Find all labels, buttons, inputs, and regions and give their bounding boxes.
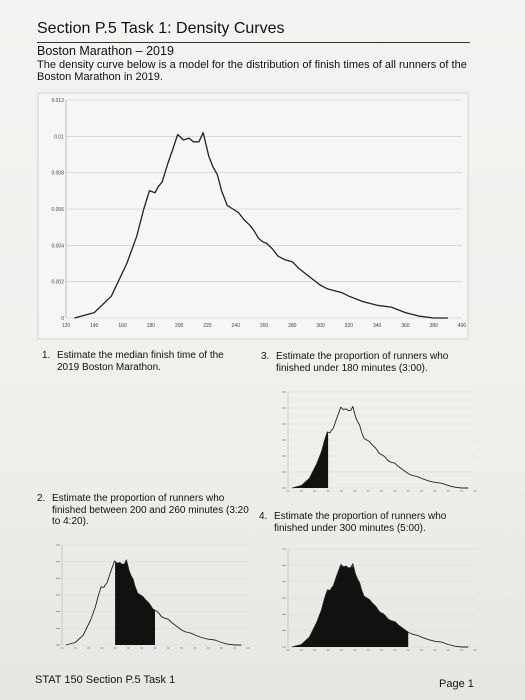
question-number: 2. (37, 493, 46, 504)
y-tick-label: 0.004 (51, 243, 64, 249)
x-tick-label: 180 (147, 323, 156, 329)
footer-course: STAT 150 Section P.5 Task 1 (35, 674, 176, 686)
page-title: Section P.5 Task 1: Density Curves (37, 20, 285, 37)
x-tick-label: 140 (90, 323, 99, 329)
question-text: Estimate the proportion of runners who f… (52, 493, 249, 527)
density-curve-line (65, 559, 242, 646)
y-tick-label: 0.002 (51, 280, 64, 286)
question-4: 4. Estimate the proportion of runners wh… (259, 511, 474, 534)
density-curve-line (74, 132, 448, 319)
y-tick-label: 0.012 (51, 98, 64, 104)
question-text: Estimate the median finish time of the 2… (57, 350, 224, 373)
x-tick-label: 300 (316, 323, 325, 329)
y-tick-label: 0.01 (54, 134, 64, 140)
question-1: 1. Estimate the median finish time of th… (42, 350, 247, 373)
question-number: 3. (261, 351, 270, 362)
x-tick-label: 120 (62, 323, 71, 329)
footer-page-number: Page 1 (439, 678, 474, 690)
question-2: 2. Estimate the proportion of runners wh… (37, 493, 257, 528)
x-tick-label: 320 (345, 323, 354, 329)
question-text: Estimate the proportion of runners who f… (274, 511, 447, 534)
question-number: 1. (42, 350, 51, 361)
question-number: 4. (259, 511, 268, 522)
x-tick-label: 220 (203, 323, 212, 329)
density-curve-chart: 0 0.002 0.004 0.006 0.008 0.01 0.012 120 140 160 1… (37, 92, 469, 340)
y-tick-label: 0.008 (51, 171, 64, 177)
x-tick-label: 340 (373, 323, 382, 329)
x-tick-label: 260 (260, 323, 269, 329)
intro-text: The density curve below is a model for t… (37, 59, 467, 83)
x-tick-label: 280 (288, 323, 297, 329)
x-tick-label: 160 (118, 323, 127, 329)
title-underline (37, 42, 470, 43)
shaded-area (288, 432, 329, 488)
shaded-area (288, 565, 409, 647)
question-3: 3. Estimate the proportion of runners wh… (261, 351, 476, 374)
x-tick-label: 380 (430, 323, 439, 329)
x-tick-label: 360 (401, 323, 410, 329)
shaded-area (115, 560, 155, 645)
page-subtitle: Boston Marathon – 2019 (37, 44, 174, 58)
y-tick-label: 0 (61, 316, 64, 322)
x-tick-label: 200 (175, 323, 184, 329)
question-text: Estimate the proportion of runners who f… (276, 351, 449, 374)
density-curve-line (291, 563, 469, 648)
y-tick-label: 0.006 (51, 207, 64, 213)
x-tick-label: 240 (232, 323, 241, 329)
x-tick-label: 400 (458, 323, 467, 329)
density-curve-line (291, 405, 469, 489)
